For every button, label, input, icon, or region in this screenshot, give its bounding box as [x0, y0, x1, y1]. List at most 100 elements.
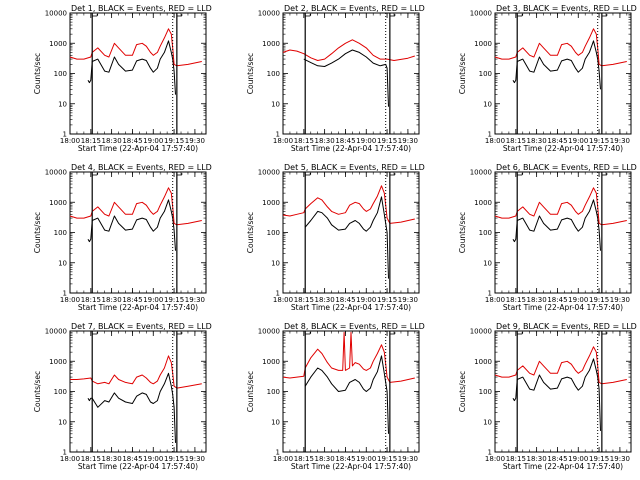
x-tick-label: 18:30 [102, 455, 122, 463]
y-tick-label: 100 [267, 229, 280, 237]
x-tick-label: 18:15 [506, 296, 526, 304]
y-axis-label: Counts/sec [33, 212, 42, 253]
x-tick-label: 18:15 [506, 455, 526, 463]
y-tick-label: 10 [58, 418, 67, 426]
panel-det-7: Det 7, BLACK = Events, RED = LLD 1 10 100 10… [33, 322, 212, 471]
y-tick-label: 10000 [470, 169, 492, 177]
series-line-lld [282, 185, 415, 224]
x-tick-label: 18:45 [122, 296, 142, 304]
x-tick-label: 18:30 [102, 296, 122, 304]
x-tick-label: 19:15 [377, 137, 397, 145]
x-tick-label: 18:00 [60, 296, 80, 304]
y-tick-label: 10000 [470, 328, 492, 336]
panel-det-9: Det 9, BLACK = Events, RED = LLD 1 10 100 10… [458, 322, 637, 471]
x-tick-label: 19:15 [589, 296, 609, 304]
x-tick-label: 19:30 [610, 455, 630, 463]
series-line-lld [69, 187, 202, 226]
plot-frame [69, 171, 207, 294]
x-tick-label: 18:45 [547, 455, 567, 463]
plot-frame [282, 12, 420, 135]
panel-det-4: Det 4, BLACK = Events, RED = LLD 1 10 100 10… [33, 163, 212, 312]
y-axis-label: Counts/sec [246, 53, 255, 94]
y-tick-label: 1 [276, 449, 280, 457]
y-tick-label: 1 [276, 131, 280, 139]
x-tick-label: 19:00 [568, 137, 588, 145]
x-tick-label: 18:15 [81, 455, 101, 463]
x-tick-label: 18:45 [335, 455, 355, 463]
x-axis-label: Start Time (22-Apr-04 17:57:40) [503, 144, 623, 153]
x-tick-label: 18:45 [335, 296, 355, 304]
x-tick-label: 19:15 [164, 455, 184, 463]
y-tick-label: 10 [271, 259, 280, 267]
x-axis-label: Start Time (22-Apr-04 17:57:40) [291, 303, 411, 312]
y-tick-label: 10 [58, 259, 67, 267]
y-tick-label: 10 [483, 259, 492, 267]
panel-title: Det 4, BLACK = Events, RED = LLD [71, 163, 212, 172]
x-axis-label: Start Time (22-Apr-04 17:57:40) [291, 462, 411, 471]
panel-title: Det 6, BLACK = Events, RED = LLD [496, 163, 637, 172]
x-tick-label: 19:30 [185, 137, 205, 145]
y-tick-label: 10 [483, 100, 492, 108]
y-tick-label: 1 [63, 449, 67, 457]
x-axis-label: Start Time (22-Apr-04 17:57:40) [78, 462, 198, 471]
x-tick-label: 18:30 [315, 137, 335, 145]
x-tick-label: 19:15 [164, 137, 184, 145]
series-line-lld [70, 355, 202, 389]
y-tick-label: 10000 [45, 328, 67, 336]
y-axis-label: Counts/sec [458, 212, 467, 253]
series-line-lld [494, 187, 627, 226]
panel-title: Det 7, BLACK = Events, RED = LLD [71, 322, 212, 331]
x-tick-label: 18:15 [506, 137, 526, 145]
y-axis-label: Counts/sec [458, 53, 467, 94]
x-tick-label: 19:30 [610, 137, 630, 145]
x-tick-label: 18:30 [527, 137, 547, 145]
x-tick-label: 19:00 [356, 137, 376, 145]
y-axis-label: Counts/sec [33, 53, 42, 94]
panel-det-6: Det 6, BLACK = Events, RED = LLD 1 10 100 10… [458, 163, 637, 312]
series-line-events [303, 49, 389, 107]
plot-frame [494, 171, 632, 294]
plot-frame [494, 12, 632, 135]
series-line-lld [494, 346, 627, 385]
x-tick-label: 19:15 [377, 455, 397, 463]
x-tick-label: 19:00 [568, 296, 588, 304]
plot-frame [494, 330, 632, 453]
plot-frame [282, 330, 420, 453]
x-tick-label: 18:30 [102, 137, 122, 145]
series-line-events [512, 199, 601, 251]
panel-title: Det 1, BLACK = Events, RED = LLD [71, 4, 212, 13]
x-tick-label: 19:00 [568, 455, 588, 463]
panel-det-5: Det 5, BLACK = Events, RED = LLD 1 10 100 10… [246, 163, 425, 312]
series-line-events [87, 372, 176, 443]
panel-title: Det 2, BLACK = Events, RED = LLD [284, 4, 425, 13]
panel-title: Det 9, BLACK = Events, RED = LLD [496, 322, 637, 331]
series-line-lld [494, 28, 627, 67]
y-tick-label: 1000 [49, 40, 67, 48]
x-tick-label: 18:45 [122, 137, 142, 145]
y-tick-label: 1 [488, 449, 492, 457]
x-tick-label: 19:15 [164, 296, 184, 304]
panel-title: Det 8, BLACK = Events, RED = LLD [284, 322, 425, 331]
y-tick-label: 1 [488, 131, 492, 139]
x-tick-label: 18:30 [527, 296, 547, 304]
x-tick-label: 18:00 [273, 455, 293, 463]
x-tick-label: 18:45 [122, 455, 142, 463]
x-tick-label: 18:15 [81, 137, 101, 145]
x-tick-label: 19:30 [398, 137, 418, 145]
series-line-events [304, 196, 389, 279]
x-tick-label: 18:00 [273, 137, 293, 145]
series-line-events [87, 199, 176, 251]
panel-det-8: Det 8, BLACK = Events, RED = LLD 1 10 100 10… [246, 322, 425, 471]
y-tick-label: 10000 [45, 10, 67, 18]
x-tick-label: 18:30 [527, 455, 547, 463]
y-tick-label: 10 [271, 418, 280, 426]
x-tick-label: 18:00 [485, 455, 505, 463]
x-tick-label: 18:45 [547, 296, 567, 304]
series-line-lld [282, 39, 415, 61]
y-axis-label: Counts/sec [33, 371, 42, 412]
y-tick-label: 10 [58, 100, 67, 108]
series-line-events [87, 40, 176, 95]
x-axis-label: Start Time (22-Apr-04 17:57:40) [503, 303, 623, 312]
y-tick-label: 10000 [258, 169, 280, 177]
y-tick-label: 10000 [45, 169, 67, 177]
